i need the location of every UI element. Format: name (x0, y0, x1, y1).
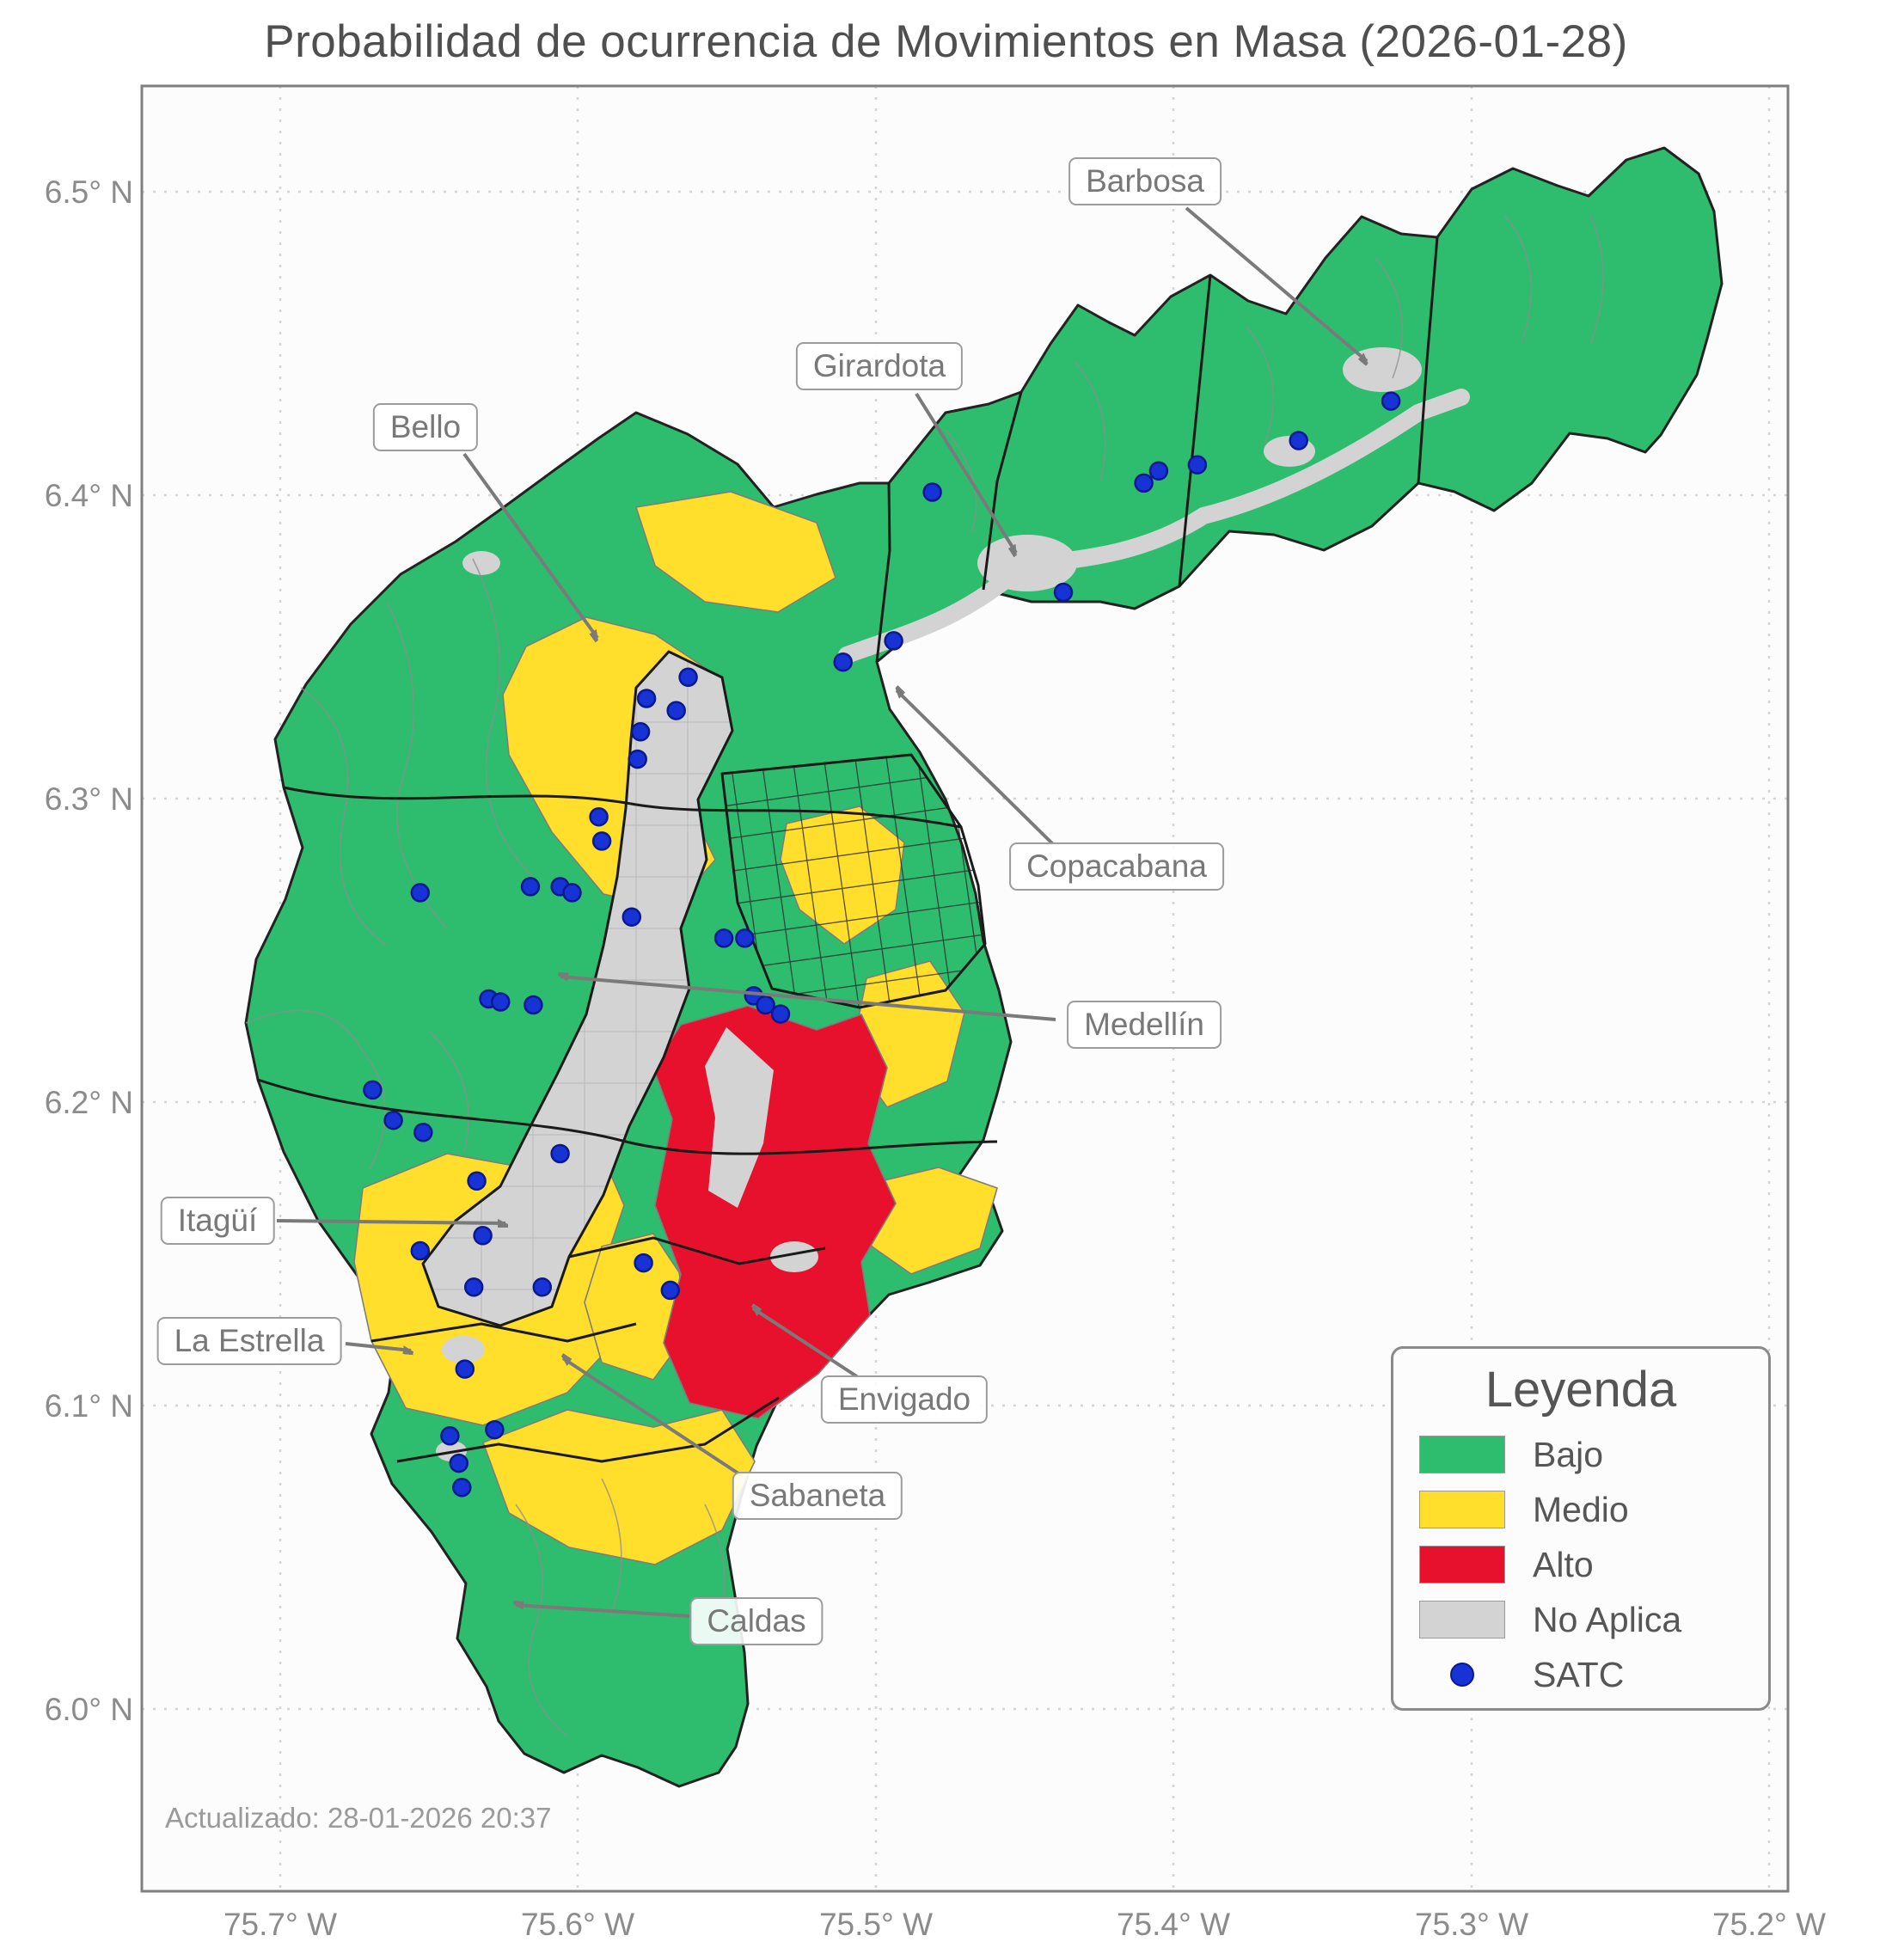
satc-marker (467, 1171, 487, 1191)
satc-marker (473, 1226, 493, 1246)
satc-marker (532, 1277, 553, 1297)
satc-marker (833, 652, 853, 672)
satc-marker (591, 831, 612, 851)
satc-marker (562, 883, 582, 903)
y-tick-label: 6.4° N (44, 478, 133, 513)
satc-marker (1053, 582, 1074, 603)
satc-marker (628, 749, 647, 769)
satc-marker (410, 883, 431, 903)
satc-marker (440, 1426, 460, 1446)
map-label-sabaneta: Sabaneta (732, 1472, 903, 1520)
satc-marker (383, 1110, 403, 1130)
x-tick-label: 75.7° W (223, 1907, 337, 1942)
legend-satc-dot-wrap (1419, 1663, 1505, 1687)
satc-marker (1148, 461, 1169, 481)
satc-marker (1289, 431, 1308, 450)
satc-marker (413, 1123, 433, 1142)
legend-swatch-no-aplica (1419, 1601, 1505, 1638)
map-label-bello: Bello (372, 403, 479, 451)
satc-dot-icon (1450, 1663, 1474, 1687)
satc-marker (524, 995, 543, 1015)
legend-row-medio: Medio (1419, 1482, 1742, 1537)
satc-marker (1187, 455, 1208, 475)
map-label-envigado: Envigado (820, 1375, 989, 1424)
satc-marker (666, 701, 686, 720)
annotation-arrows (276, 206, 1367, 1618)
satc-layer (363, 391, 1401, 1498)
legend-row-satc: SATC (1419, 1647, 1742, 1702)
legend-swatch-alto (1419, 1546, 1505, 1583)
y-tick-label: 6.3° N (44, 781, 133, 817)
satc-marker (463, 1277, 484, 1297)
satc-marker (1381, 391, 1401, 411)
satc-marker (922, 482, 942, 502)
legend-label-no-aplica: No Aplica (1533, 1599, 1682, 1639)
satc-marker (363, 1080, 383, 1100)
legend: Leyenda Bajo Medio Alto No Aplica SATC (1391, 1346, 1771, 1711)
map-label-medellin: Medellín (1067, 1001, 1222, 1049)
y-tick-label: 6.0° N (44, 1692, 133, 1727)
legend-label-alto: Alto (1533, 1544, 1594, 1584)
map-label-girardota: Girardota (795, 342, 964, 390)
x-tick-label: 75.6° W (520, 1907, 634, 1942)
satc-marker (678, 667, 698, 688)
satc-marker (621, 907, 642, 927)
satc-marker (491, 992, 511, 1012)
y-tick-label: 6.1° N (44, 1388, 133, 1424)
comuna-outline (720, 753, 987, 1009)
urban-outline (421, 650, 734, 1327)
satc-marker (520, 877, 541, 897)
legend-title: Leyenda (1485, 1362, 1677, 1418)
satc-marker (550, 1143, 570, 1164)
y-tick-label: 6.2° N (44, 1085, 133, 1120)
satc-marker (660, 1280, 681, 1301)
x-tick-label: 75.4° W (1116, 1907, 1230, 1942)
legend-row-alto: Alto (1419, 1537, 1742, 1592)
satc-marker (634, 1253, 653, 1273)
updated-timestamp: Actualizado: 28-01-2026 20:37 (165, 1802, 552, 1834)
satc-marker (449, 1453, 469, 1473)
x-tick-label: 75.5° W (818, 1907, 933, 1942)
satc-marker (636, 689, 657, 708)
vereda-borders (245, 214, 1604, 1737)
satc-marker (735, 928, 755, 948)
municipal-borders (257, 236, 1439, 1463)
legend-label-satc: SATC (1533, 1654, 1625, 1694)
x-tick-label: 75.2° W (1711, 1907, 1826, 1942)
satc-marker (1134, 473, 1154, 493)
satc-marker (485, 1419, 505, 1440)
satc-marker (770, 1004, 791, 1024)
map-label-caldas: Caldas (689, 1597, 824, 1645)
satc-marker (455, 1359, 475, 1379)
satc-marker (630, 722, 651, 742)
page-title: Probabilidad de ocurrencia de Movimiento… (264, 16, 1628, 67)
y-tick-label: 6.5° N (44, 175, 133, 210)
map-label-barbosa: Barbosa (1068, 157, 1222, 205)
plot-frame (140, 84, 1790, 1893)
satc-marker (713, 928, 734, 948)
map-label-itagui: Itagüí (160, 1197, 275, 1245)
legend-row-no-aplica: No Aplica (1419, 1592, 1742, 1647)
satc-marker (452, 1478, 472, 1498)
legend-label-medio: Medio (1533, 1489, 1629, 1529)
legend-swatch-medio (1419, 1491, 1505, 1528)
satc-marker (756, 995, 775, 1015)
satc-marker (410, 1240, 431, 1261)
satc-marker (589, 806, 609, 827)
legend-label-bajo: Bajo (1533, 1434, 1604, 1474)
map-label-copacabana: Copacabana (1009, 842, 1224, 891)
legend-swatch-bajo (1419, 1436, 1505, 1473)
x-tick-label: 75.3° W (1414, 1907, 1528, 1942)
satc-marker (884, 631, 903, 651)
map-label-la-estrella: La Estrella (156, 1317, 342, 1365)
legend-row-bajo: Bajo (1419, 1427, 1742, 1482)
